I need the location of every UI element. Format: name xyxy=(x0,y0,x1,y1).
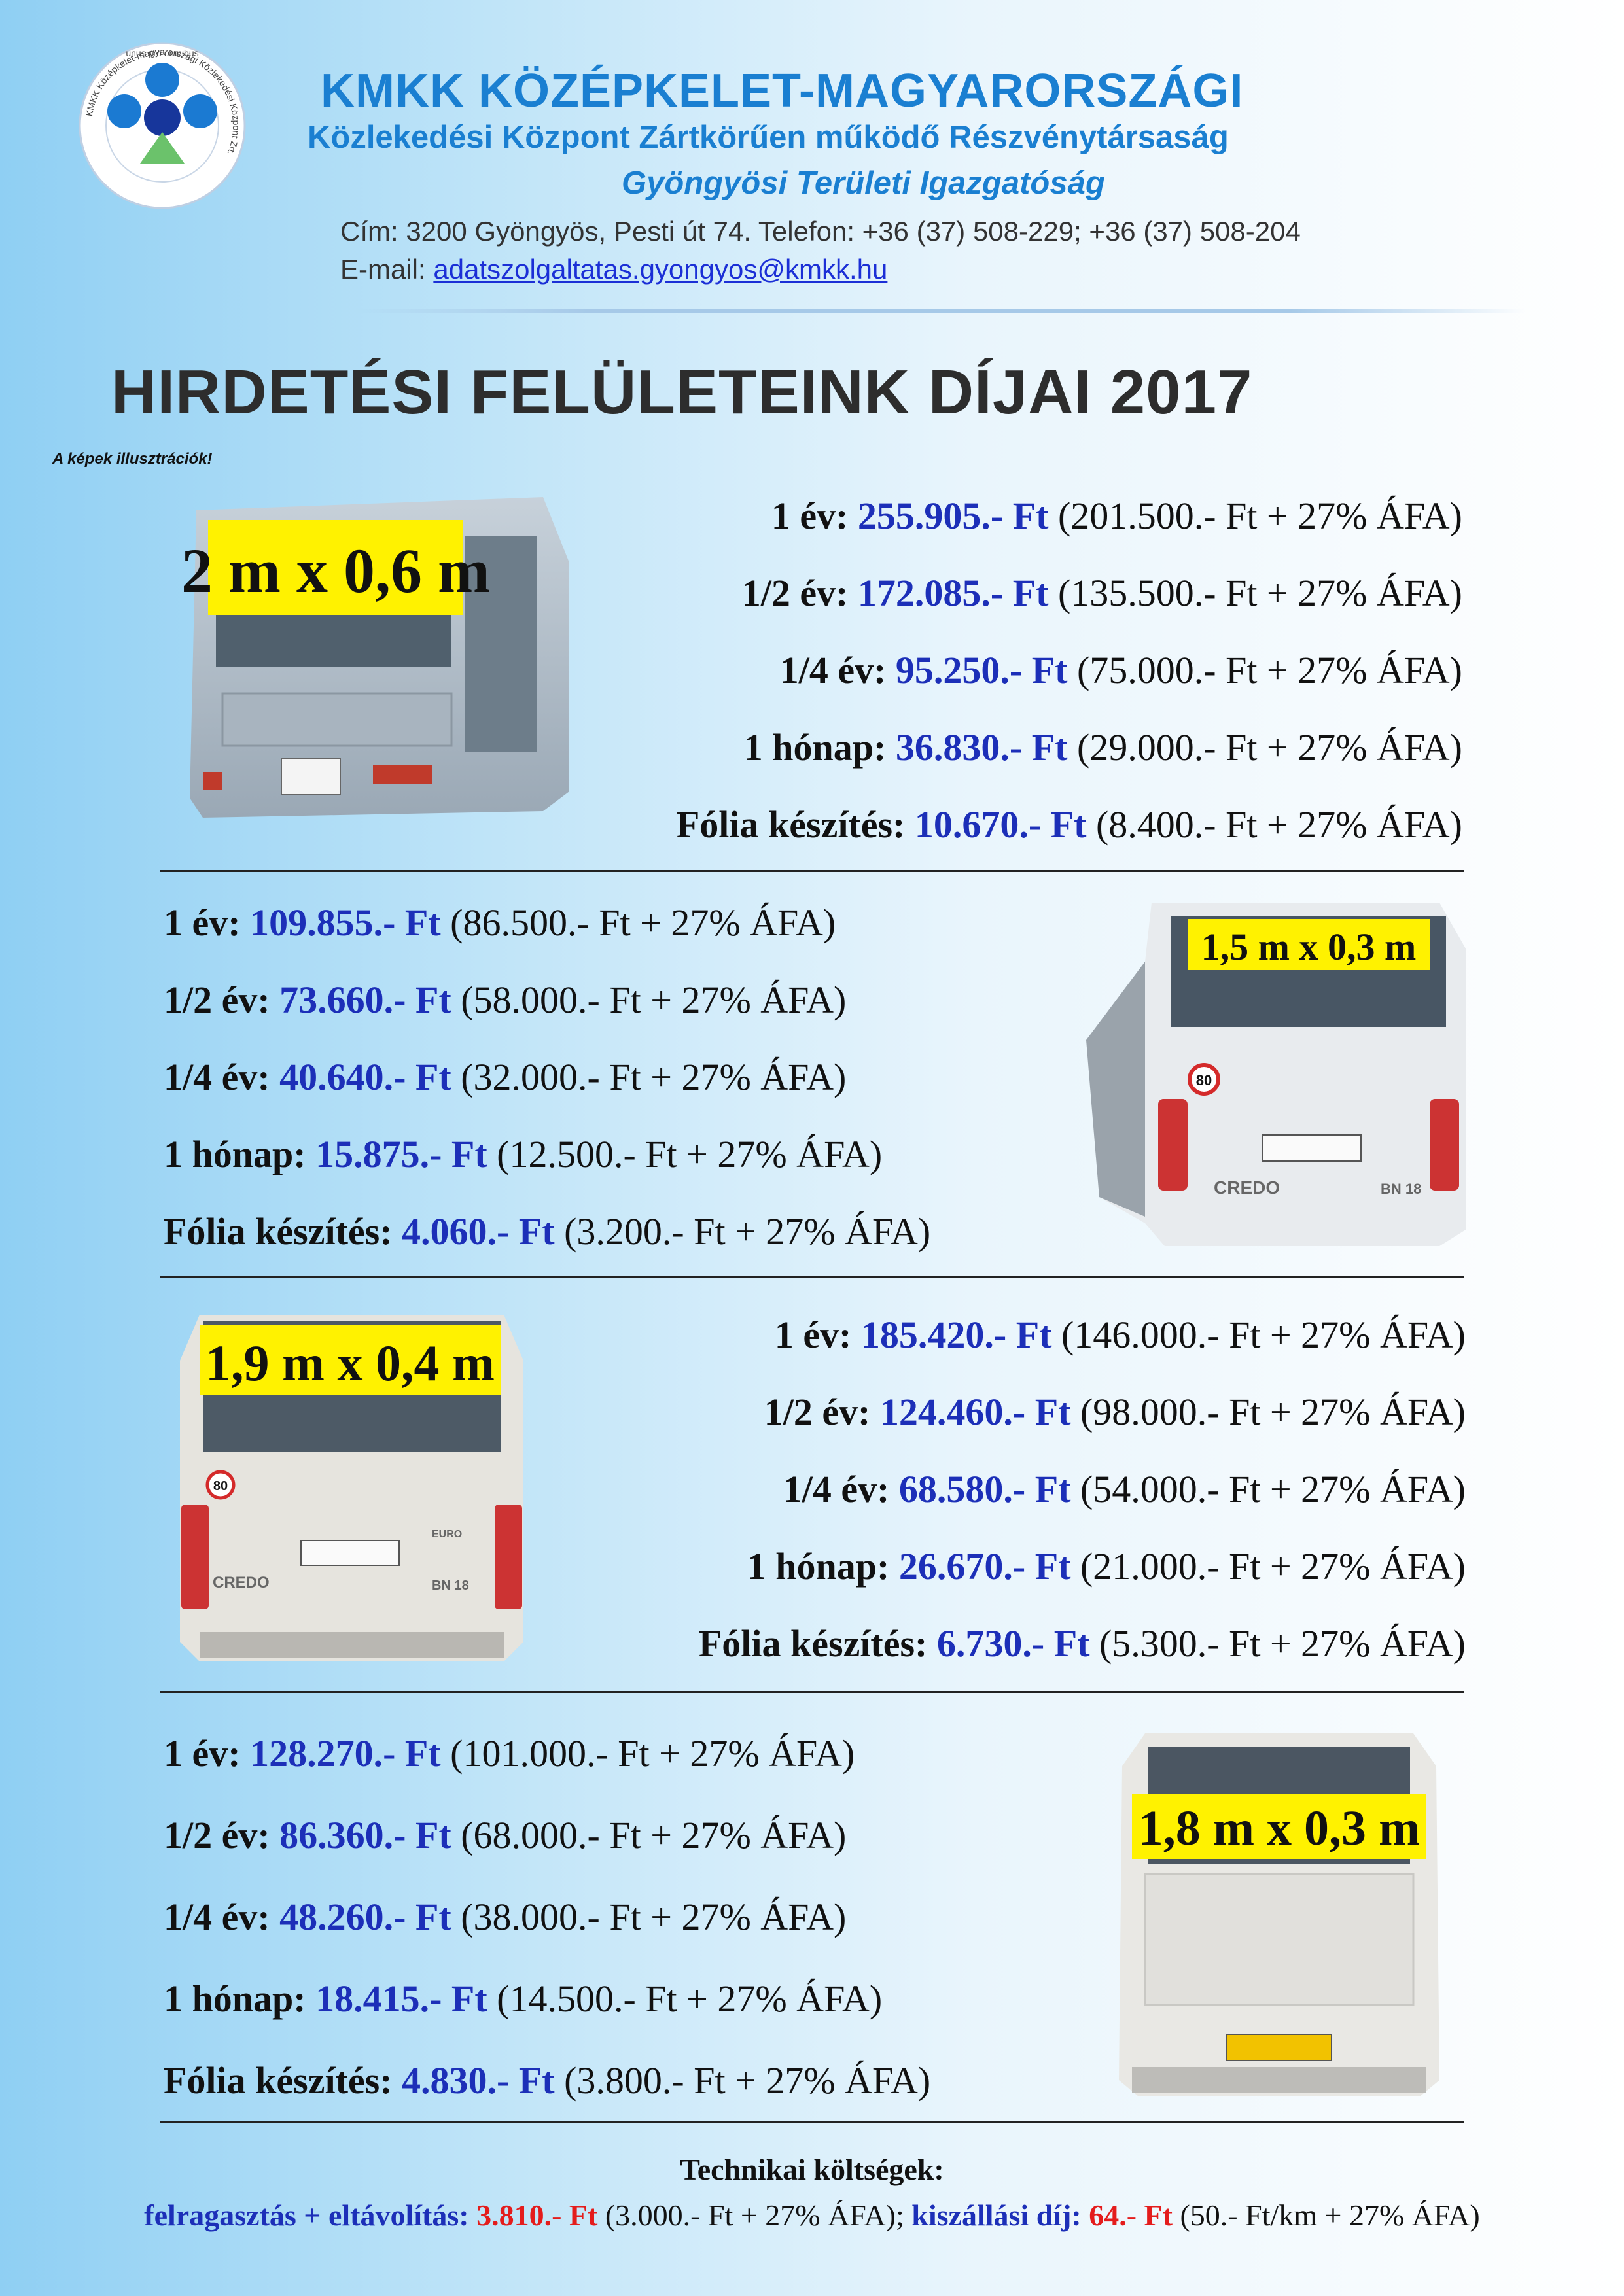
travel-detail: (50.- Ft/km + 27% ÁFA) xyxy=(1180,2199,1480,2232)
price-row: Fólia készítés: 4.830.- Ft (3.800.- Ft +… xyxy=(164,2059,931,2102)
email-line: E-mail: adatszolgaltatas.gyongyos@kmkk.h… xyxy=(340,254,887,285)
price-list-3: 1 év: 185.420.- Ft (146.000.- Ft + 27% Á… xyxy=(589,1296,1466,1682)
price-row: 1/2 év: 172.085.- Ft (135.500.- Ft + 27%… xyxy=(741,572,1462,614)
speed-sign-3: 80 xyxy=(213,1479,228,1493)
bus-image-2: 1,5 m x 0,3 m 80 CREDO BN 18 xyxy=(1073,890,1466,1256)
section-divider xyxy=(160,1691,1464,1693)
email-link[interactable]: adatszolgaltatas.gyongyos@kmkk.hu xyxy=(433,254,888,285)
travel-price: 64.- Ft xyxy=(1089,2199,1173,2232)
mount-label: felragasztás + eltávolítás: xyxy=(144,2199,469,2232)
logo-icon: KMKK Középkelet-magyarországi Közlekedés… xyxy=(79,42,246,209)
size-label-4: 1,8 m x 0,3 m xyxy=(1139,1801,1421,1856)
price-row: 1/2 év: 124.460.- Ft (98.000.- Ft + 27% … xyxy=(764,1391,1466,1433)
bus-brand-2: CREDO xyxy=(1214,1177,1280,1198)
size-label-2: 1,5 m x 0,3 m xyxy=(1201,926,1417,968)
size-label-1: 2 m x 0,6 m xyxy=(181,536,490,606)
price-list-1: 1 év: 255.905.- Ft (201.500.- Ft + 27% Á… xyxy=(589,478,1462,863)
travel-label: kiszállási díj: xyxy=(911,2199,1082,2232)
company-logo: KMKK Középkelet-magyarországi Közlekedés… xyxy=(77,41,247,211)
org-name: KMKK KÖZÉPKELET-MAGYARORSZÁGI xyxy=(321,65,1244,117)
speed-sign-2: 80 xyxy=(1196,1072,1212,1088)
section-divider xyxy=(160,870,1464,872)
bus-image-3: 1,9 m x 0,4 m 80 CREDO BN 18 EURO xyxy=(173,1302,530,1668)
section-divider xyxy=(160,2121,1464,2123)
email-label: E-mail: xyxy=(340,254,434,285)
price-row: 1/2 év: 86.360.- Ft (68.000.- Ft + 27% Á… xyxy=(164,1814,847,1856)
price-row: 1 hónap: 18.415.- Ft (14.500.- Ft + 27% … xyxy=(164,1977,883,2020)
header-divider xyxy=(353,309,1525,313)
price-row: Fólia készítés: 10.670.- Ft (8.400.- Ft … xyxy=(676,803,1462,846)
price-row: 1 év: 185.420.- Ft (146.000.- Ft + 27% Á… xyxy=(774,1313,1466,1356)
price-row: Fólia készítés: 4.060.- Ft (3.200.- Ft +… xyxy=(164,1210,931,1253)
illustration-note: A képek illusztrációk! xyxy=(52,450,213,468)
price-row: 1/4 év: 68.580.- Ft (54.000.- Ft + 27% Á… xyxy=(783,1468,1466,1510)
logo-motto: unus pro omnibus xyxy=(126,48,198,58)
price-row: 1/4 év: 48.260.- Ft (38.000.- Ft + 27% Á… xyxy=(164,1896,847,1938)
price-row: 1 év: 128.270.- Ft (101.000.- Ft + 27% Á… xyxy=(164,1732,855,1775)
mount-price: 3.810.- Ft xyxy=(476,2199,598,2232)
page-title: HIRDETÉSI FELÜLETEINK DÍJAI 2017 xyxy=(111,357,1253,427)
price-row: 1/4 év: 95.250.- Ft (75.000.- Ft + 27% Á… xyxy=(779,649,1462,691)
price-row: 1 év: 109.855.- Ft (86.500.- Ft + 27% ÁF… xyxy=(164,901,836,944)
org-subtitle: Közlekedési Központ Zártkörűen működő Ré… xyxy=(308,120,1229,155)
bus-model-3: BN 18 xyxy=(432,1578,469,1593)
price-row: 1 hónap: 36.830.- Ft (29.000.- Ft + 27% … xyxy=(743,726,1462,769)
mount-detail: (3.000.- Ft + 27% ÁFA); xyxy=(605,2199,904,2232)
price-row: 1 hónap: 26.670.- Ft (21.000.- Ft + 27% … xyxy=(747,1545,1466,1588)
price-row: Fólia készítés: 6.730.- Ft (5.300.- Ft +… xyxy=(698,1622,1466,1665)
directorate: Gyöngyösi Területi Igazgatóság xyxy=(622,165,1105,201)
bus-euro-3: EURO xyxy=(432,1529,462,1540)
address-line: Cím: 3200 Gyöngyös, Pesti út 74. Telefon… xyxy=(340,216,1301,247)
bus-brand-3: CREDO xyxy=(213,1574,270,1592)
technical-costs-title: Technikai költségek: xyxy=(680,2153,944,2186)
price-list-2: 1 év: 109.855.- Ft (86.500.- Ft + 27% ÁF… xyxy=(164,884,1014,1270)
price-list-4: 1 év: 128.270.- Ft (101.000.- Ft + 27% Á… xyxy=(164,1713,1014,2121)
price-row: 1 hónap: 15.875.- Ft (12.500.- Ft + 27% … xyxy=(164,1133,883,1175)
size-label-3: 1,9 m x 0,4 m xyxy=(205,1334,495,1391)
bus-image-4: 1,8 m x 0,3 m xyxy=(1112,1727,1446,2100)
price-row: 1/4 év: 40.640.- Ft (32.000.- Ft + 27% Á… xyxy=(164,1056,847,1098)
price-row: 1 év: 255.905.- Ft (201.500.- Ft + 27% Á… xyxy=(771,495,1462,537)
price-row: 1/2 év: 73.660.- Ft (58.000.- Ft + 27% Á… xyxy=(164,979,847,1021)
bus-image-1: 2 m x 0,6 m xyxy=(177,484,569,824)
bus-model-2: BN 18 xyxy=(1381,1181,1421,1197)
technical-costs-line: felragasztás + eltávolítás: 3.810.- Ft (… xyxy=(0,2198,1624,2233)
section-divider xyxy=(160,1276,1464,1278)
